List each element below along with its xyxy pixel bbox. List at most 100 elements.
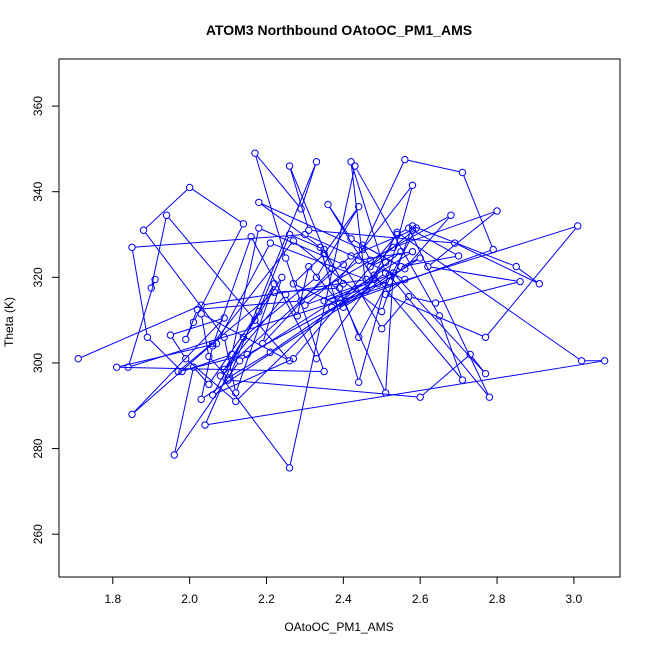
series-segment (327, 282, 387, 301)
series-segment (385, 276, 394, 390)
series-segment (438, 281, 518, 303)
data-point (355, 378, 363, 386)
data-point (112, 363, 121, 371)
series-segment (286, 260, 324, 369)
series-segment (224, 340, 236, 390)
series-segment (255, 156, 286, 256)
data-point (128, 243, 136, 252)
series-segment (326, 269, 403, 301)
series-segment (252, 239, 316, 357)
data-point (358, 241, 367, 249)
data-point (358, 245, 367, 254)
series-segment (372, 229, 415, 265)
data-point (516, 277, 524, 286)
data-point (289, 237, 298, 245)
series-segment (213, 239, 251, 343)
data-point (381, 269, 390, 277)
data-point (293, 312, 301, 320)
series-segment (194, 226, 243, 320)
series-segment (399, 233, 580, 360)
data-point (182, 354, 190, 363)
data-point (205, 380, 213, 389)
series-segment (192, 188, 242, 223)
series-segment (151, 218, 167, 286)
data-point (381, 290, 390, 299)
series-segment (359, 188, 413, 380)
data-point (282, 254, 290, 262)
series-segment (226, 257, 349, 368)
x-tick-label: 2.2 (258, 592, 275, 606)
series-segment (317, 209, 358, 275)
x-tick-label: 3.0 (566, 592, 583, 606)
data-point (239, 220, 248, 228)
series-segment (317, 264, 385, 357)
series-segment (350, 164, 367, 288)
data-point (339, 280, 348, 288)
series-segment (292, 235, 322, 249)
series-segment (430, 266, 518, 282)
data-point (347, 158, 355, 166)
data-point (297, 205, 305, 213)
series-segment (391, 277, 488, 396)
series-segment (457, 244, 537, 283)
data-point (201, 421, 209, 429)
data-point (255, 224, 263, 232)
data-point (301, 230, 309, 239)
data-point (139, 226, 148, 234)
series-segment (228, 164, 316, 378)
series-segment (396, 211, 495, 247)
series-segment (133, 319, 223, 413)
series-segment (356, 168, 439, 314)
data-point (124, 363, 132, 371)
data-point (355, 333, 363, 341)
series-segment (173, 318, 222, 335)
series-segment (195, 369, 208, 383)
data-point (431, 299, 440, 307)
series-segment (375, 277, 461, 378)
data-point (347, 235, 355, 243)
series-segment (203, 276, 388, 398)
data-point (381, 389, 390, 397)
data-point (412, 224, 421, 232)
data-point (220, 333, 228, 341)
series-segment (175, 363, 239, 453)
series-segment (245, 278, 315, 336)
series-segment (215, 359, 291, 395)
data-point (435, 312, 444, 320)
data-point (289, 280, 298, 288)
series-segment (290, 168, 332, 266)
y-axis-label: Theta (K) (2, 297, 16, 347)
data-point (489, 245, 497, 254)
data-point (243, 350, 251, 359)
series-segment (221, 378, 289, 466)
series-segment (487, 228, 577, 336)
data-point (320, 367, 328, 376)
data-point (255, 307, 263, 316)
data-point (128, 410, 136, 419)
data-point (251, 149, 259, 157)
data-point (320, 250, 328, 258)
series-segment (307, 261, 357, 304)
data-point (355, 202, 363, 211)
series-segment (372, 216, 449, 260)
data-point (282, 290, 290, 299)
data-point (232, 397, 240, 406)
series-segment (225, 296, 285, 368)
data-point (278, 273, 286, 282)
data-point (162, 211, 171, 219)
data-point (335, 284, 344, 292)
data-point (208, 339, 217, 348)
y-tick-label: 280 (31, 438, 45, 458)
data-point (151, 275, 159, 284)
data-point (466, 350, 474, 359)
data-point (454, 252, 463, 260)
series-segment (261, 228, 341, 264)
data-point (228, 350, 236, 359)
data-point (485, 393, 494, 401)
data-point (270, 280, 278, 288)
x-axis: 1.8 2.0 2.2 2.4 2.6 2.8 3.0 (104, 576, 583, 606)
data-point (481, 369, 490, 378)
